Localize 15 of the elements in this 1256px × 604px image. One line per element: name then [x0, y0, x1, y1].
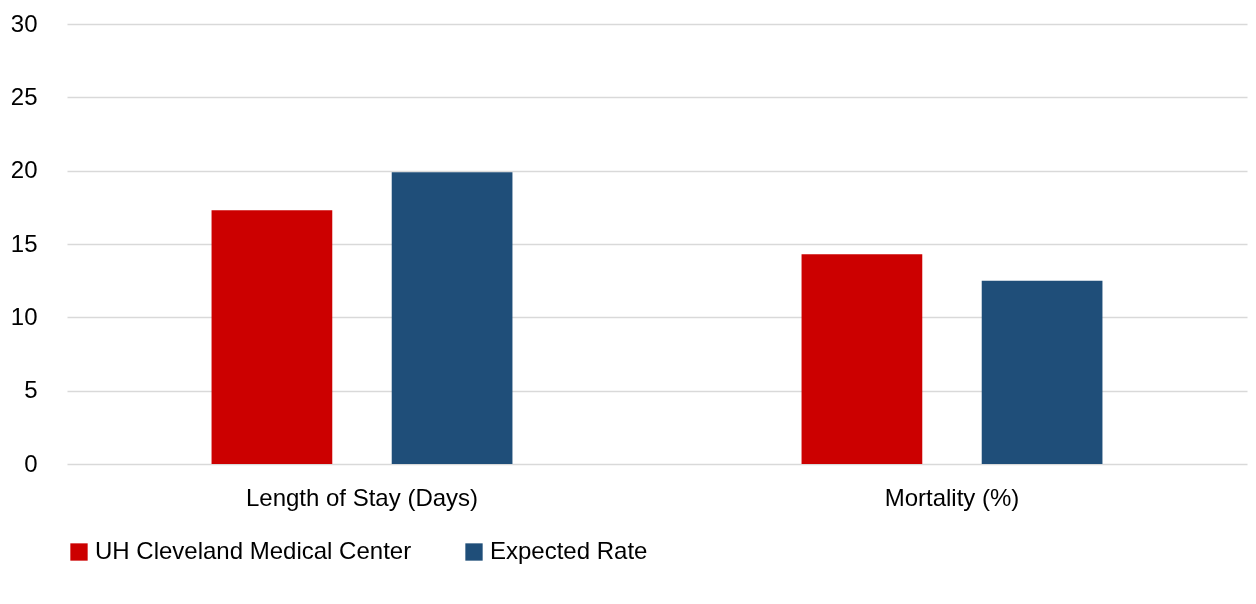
- legend-label: Expected Rate: [490, 537, 648, 564]
- y-tick-label: 15: [10, 229, 38, 257]
- bar: [981, 280, 1103, 464]
- y-tick-label: 10: [10, 302, 38, 330]
- x-tick-label: Mortality (%): [884, 483, 1020, 511]
- y-tick-label: 20: [10, 156, 38, 184]
- legend-label: UH Cleveland Medical Center: [95, 537, 412, 564]
- bar: [391, 172, 513, 464]
- y-tick-label: 5: [24, 376, 38, 404]
- x-tick-label: Length of Stay (Days): [245, 483, 479, 511]
- y-tick-label: 25: [10, 82, 38, 110]
- y-tick-label: 0: [24, 449, 38, 477]
- bar: [211, 210, 333, 464]
- bar: [801, 254, 923, 464]
- y-tick-label: 30: [10, 9, 38, 37]
